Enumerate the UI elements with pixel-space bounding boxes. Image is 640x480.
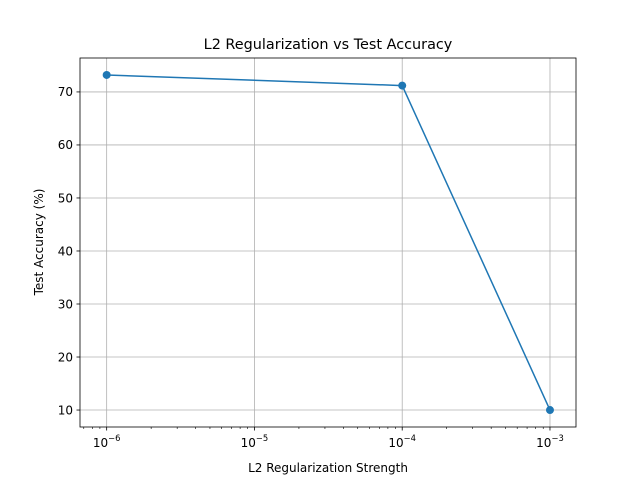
y-tick-label: 30 (58, 297, 73, 311)
series-layer (102, 70, 554, 415)
data-point (545, 406, 554, 415)
x-tick-label: 10−5 (241, 433, 269, 450)
data-point (102, 70, 111, 79)
x-tick-label: 10−3 (536, 433, 564, 450)
plot-frame (79, 57, 577, 428)
y-tick-label: 40 (58, 244, 73, 258)
x-tick-label: 10−4 (388, 433, 416, 450)
grid (80, 58, 576, 427)
y-axis-label: Test Accuracy (%) (32, 189, 46, 297)
x-axis-label: L2 Regularization Strength (248, 461, 408, 475)
ticks: 10 20 30 40 50 60 70 10−6 10−5 10−4 10−3 (58, 85, 564, 450)
y-tick-label: 60 (58, 138, 73, 152)
y-tick-label: 20 (58, 350, 73, 364)
y-tick-label: 10 (58, 403, 73, 417)
y-tick-label: 70 (58, 85, 73, 99)
y-tick-label: 50 (58, 191, 73, 205)
data-point (398, 81, 407, 90)
chart-title: L2 Regularization vs Test Accuracy (204, 37, 453, 53)
x-tick-label: 10−6 (93, 433, 121, 450)
